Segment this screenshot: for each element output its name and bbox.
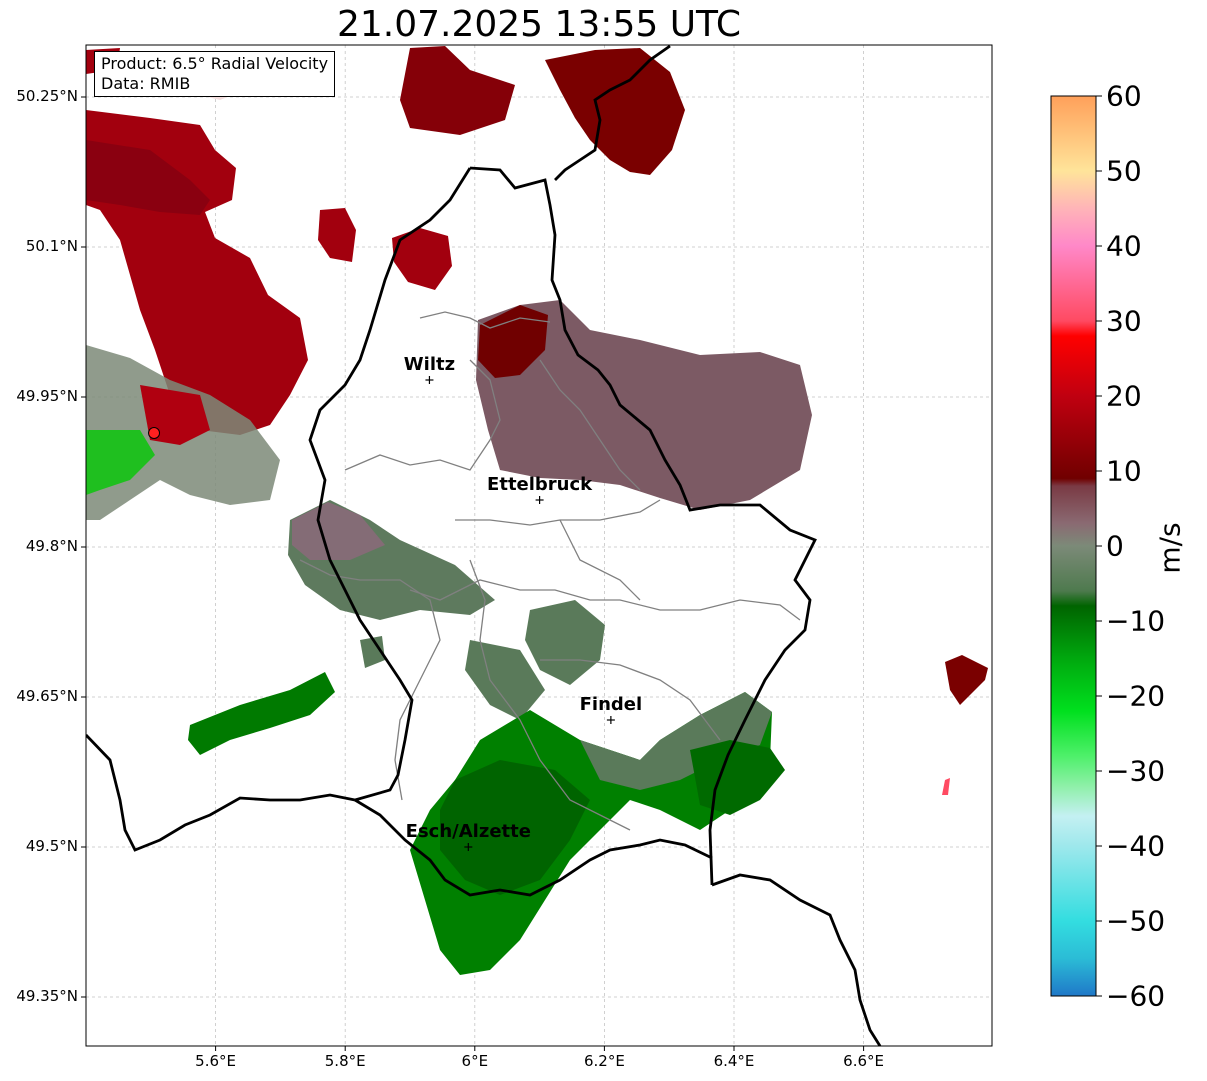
- echo-south-dark: [440, 760, 590, 895]
- colorbar-tick-label: 60: [1106, 79, 1142, 113]
- y-tick-label: 49.95°N: [16, 387, 78, 405]
- echo-radar-near-green2: [86, 430, 155, 495]
- x-tick-label: 6.6°E: [843, 1052, 885, 1070]
- echo-north-blob-3: [318, 208, 356, 262]
- colorbar-tick-label: 30: [1106, 304, 1142, 338]
- border-de-fr: [711, 873, 882, 1046]
- echo-southeast-muted: [580, 692, 772, 790]
- product-label: Product: 6.5° Radial Velocity: [101, 54, 329, 73]
- colorbar-tick-label: −50: [1106, 904, 1166, 938]
- colorbar: [1051, 96, 1096, 996]
- x-tick-label: 5.8°E: [324, 1052, 366, 1070]
- echo-far-east-2: [942, 778, 950, 795]
- y-tick-label: 49.5°N: [25, 837, 78, 855]
- radar-echoes: [86, 46, 988, 975]
- colorbar-tick-marks: [1096, 95, 1102, 997]
- country-borders: [86, 45, 882, 1046]
- echo-central-muted: [476, 300, 812, 510]
- colorbar-tick-label: 10: [1106, 454, 1142, 488]
- border-lux-fr: [354, 798, 713, 897]
- echo-mid-green-3: [360, 636, 385, 668]
- colorbar-tick-label: 0: [1106, 529, 1124, 563]
- colorbar-tick-label: 20: [1106, 379, 1142, 413]
- echo-north-dark-1: [400, 46, 515, 135]
- colorbar-tick-label: −10: [1106, 604, 1166, 638]
- echo-east-green: [690, 740, 785, 815]
- echo-north-dark-2: [545, 48, 685, 175]
- colorbar-tick-label: −20: [1106, 679, 1166, 713]
- border-be-fr: [86, 734, 356, 852]
- colorbar-unit-label: m/s: [1153, 522, 1187, 574]
- plot-frame: [85, 44, 993, 1047]
- echo-mid-green: [525, 600, 605, 685]
- y-tick-label: 49.65°N: [16, 687, 78, 705]
- x-tick-label: 6°E: [461, 1052, 489, 1070]
- colorbar-tick-label: 50: [1106, 154, 1142, 188]
- city-label: Esch/Alzette: [405, 821, 531, 842]
- y-tick-marks: [81, 96, 86, 998]
- echo-red-west-dark: [86, 140, 210, 215]
- y-tick-label: 50.1°N: [25, 237, 78, 255]
- city-label: Wiltz: [403, 354, 456, 375]
- radar-site-marker: [148, 427, 161, 439]
- echo-central-dark: [478, 305, 548, 378]
- echo-north-blob-4: [392, 228, 452, 290]
- y-tick-label: 50.25°N: [16, 87, 78, 105]
- echo-sw-green-1: [188, 672, 335, 755]
- border-de-north: [554, 45, 671, 181]
- city-label: Findel: [579, 694, 643, 715]
- echo-far-east: [945, 655, 988, 705]
- y-tick-label: 49.35°N: [16, 987, 78, 1005]
- colorbar-tick-label: −40: [1106, 829, 1166, 863]
- map-title: 21.07.2025 13:55 UTC: [336, 4, 742, 45]
- x-tick-label: 6.2°E: [583, 1052, 625, 1070]
- colorbar-tick-label: 40: [1106, 229, 1142, 263]
- data-source-label: Data: RMIB: [101, 74, 191, 93]
- x-tick-label: 6.4°E: [713, 1052, 755, 1070]
- x-tick-marks: [215, 1046, 865, 1051]
- border-lux-west: [308, 167, 472, 802]
- city-label: Ettelbruck: [487, 474, 593, 495]
- info-box: Product: 6.5° Radial Velocity Data: RMIB: [94, 51, 336, 97]
- colorbar-tick-label: −60: [1106, 979, 1166, 1013]
- canton-borders: [299, 311, 801, 831]
- x-tick-label: 5.6°E: [195, 1052, 237, 1070]
- border-lux-be: [469, 166, 817, 886]
- echo-west-mauve: [292, 502, 385, 560]
- city-markers: [425, 376, 615, 851]
- y-tick-label: 49.8°N: [25, 537, 78, 555]
- colorbar-tick-label: −30: [1106, 754, 1166, 788]
